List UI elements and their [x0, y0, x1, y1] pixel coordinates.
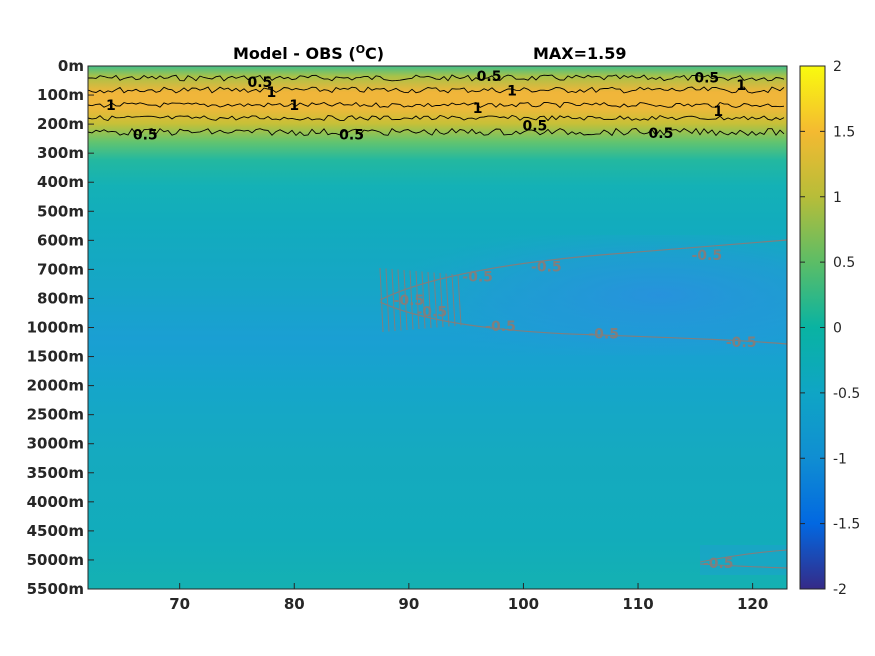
y-tick-label: 3000m	[27, 435, 84, 453]
colorbar-tick-label: 0.5	[833, 255, 855, 271]
y-tick-label: 700m	[37, 260, 84, 278]
colorbar-tick-label: -1	[833, 451, 847, 467]
contour-line-negative	[379, 301, 788, 345]
contour-label: 0.5	[694, 71, 719, 87]
y-tick-label: 0m	[58, 57, 84, 75]
max-annotation: MAX=1.59	[533, 44, 627, 63]
y-tick-label: 400m	[37, 173, 84, 191]
contour-label: -0.5	[726, 335, 757, 351]
y-tick-label: 800m	[37, 289, 84, 307]
x-tick-label: 110	[622, 595, 653, 613]
contour-label: 0.5	[477, 69, 502, 85]
plot-area	[88, 66, 787, 589]
y-tick-label: 4000m	[27, 493, 84, 511]
contour-label: 0.5	[133, 127, 158, 143]
contour-line-negative	[439, 272, 444, 328]
x-tick-label: 80	[284, 595, 305, 613]
y-tick-label: 200m	[37, 115, 84, 133]
y-tick-label: 5500m	[27, 580, 84, 598]
y-tick-label: 4500m	[27, 522, 84, 540]
contour-label: 1	[736, 78, 746, 94]
colorbar-tick-label: 2	[833, 59, 842, 75]
contour-label: 1	[289, 98, 299, 114]
contour-label: 0.5	[247, 75, 272, 91]
contour-line-negative	[391, 268, 396, 332]
y-tick-label: 1500m	[27, 348, 84, 366]
y-tick-label: 3500m	[27, 464, 84, 482]
colorbar-tick-label: 1	[833, 190, 842, 206]
contour-label: -0.5	[703, 556, 734, 572]
contour-label: -0.5	[416, 305, 447, 321]
contour-line-negative	[397, 269, 402, 331]
contour-line-positive	[87, 86, 785, 94]
cold-tongue-region	[330, 235, 787, 355]
contour-line-negative	[451, 273, 456, 327]
contour-label: -0.5	[531, 259, 562, 275]
y-tick-label: 5000m	[27, 551, 84, 569]
colorbar-tick-label: -2	[833, 582, 847, 598]
contour-line-negative	[699, 563, 788, 569]
contour-label: 1	[713, 104, 723, 120]
contour-line-negative	[403, 269, 408, 331]
contour-labels: 0.5 0.5 0.50.5 0.50.5 0.51 1 11 1 1 1-0.5-0.5-0.5…	[106, 69, 756, 572]
y-tick-label: 2500m	[27, 406, 84, 424]
contour-label: -0.5	[588, 326, 619, 342]
contour-label: 0.5	[339, 127, 364, 143]
x-axis: 70 80 90 100 110 120	[169, 583, 768, 613]
x-tick-label: 100	[508, 595, 539, 613]
contour-label: -0.5	[462, 270, 493, 286]
contour-label: 0.5	[522, 119, 547, 135]
colorbar-tick-label: -1.5	[833, 517, 860, 533]
contour-label: -0.5	[394, 293, 425, 309]
contour-label: -0.5	[485, 319, 516, 335]
contour-line-negative	[445, 273, 450, 327]
y-tick-label: 600m	[37, 231, 84, 249]
y-tick-label: 500m	[37, 202, 84, 220]
contour-line-positive	[87, 74, 785, 82]
x-tick-label: 90	[398, 595, 419, 613]
y-tick-label: 1000m	[27, 319, 84, 337]
contour-line-negative	[433, 272, 438, 328]
contour-line-negative	[379, 239, 788, 301]
y-tick-label: 300m	[37, 144, 84, 162]
contour-line-negative	[427, 271, 432, 329]
title-unit-superscript: O	[356, 43, 365, 56]
contour-line-negative	[421, 271, 426, 329]
contour-line-positive	[87, 127, 785, 137]
colorbar-tick-label: -0.5	[833, 386, 860, 402]
contour-line-negative	[409, 270, 414, 330]
contour-lines	[87, 74, 788, 569]
x-tick-label: 70	[169, 595, 190, 613]
deep-cold-patch	[700, 545, 787, 575]
contour-label: 1	[507, 84, 517, 100]
chart-title: Model - OBS (OC)	[233, 43, 384, 63]
x-tick-label: 120	[737, 595, 768, 613]
y-axis: 0m 100m 200m 300m 400m 500m 600m 700m 800m 1000m 1…	[27, 57, 94, 598]
colorbar-tick-label: 1.5	[833, 124, 855, 140]
contour-line-negative	[379, 267, 384, 333]
colorbar-ticks: 2 1.5 1 0.5 0 -0.5 -1 -1.5 -2	[800, 59, 860, 598]
contour-label: 0.5	[649, 126, 674, 142]
colorbar: 2 1.5 1 0.5 0 -0.5 -1 -1.5 -2	[799, 59, 860, 598]
y-tick-label: 100m	[37, 86, 84, 104]
contour-line-negative	[385, 268, 390, 332]
contour-label: 1	[106, 98, 116, 114]
contour-label: 1	[266, 85, 276, 101]
contour-line-positive	[87, 115, 785, 122]
contour-line-negative	[415, 270, 420, 330]
contour-line-negative	[699, 549, 788, 563]
colorbar-tick-label: 0	[833, 321, 842, 337]
y-tick-label: 2000m	[27, 377, 84, 395]
contour-label: 1	[473, 101, 483, 117]
contour-line-negative	[457, 274, 462, 326]
contour-line-positive	[87, 101, 785, 109]
contour-label: -0.5	[691, 248, 722, 264]
